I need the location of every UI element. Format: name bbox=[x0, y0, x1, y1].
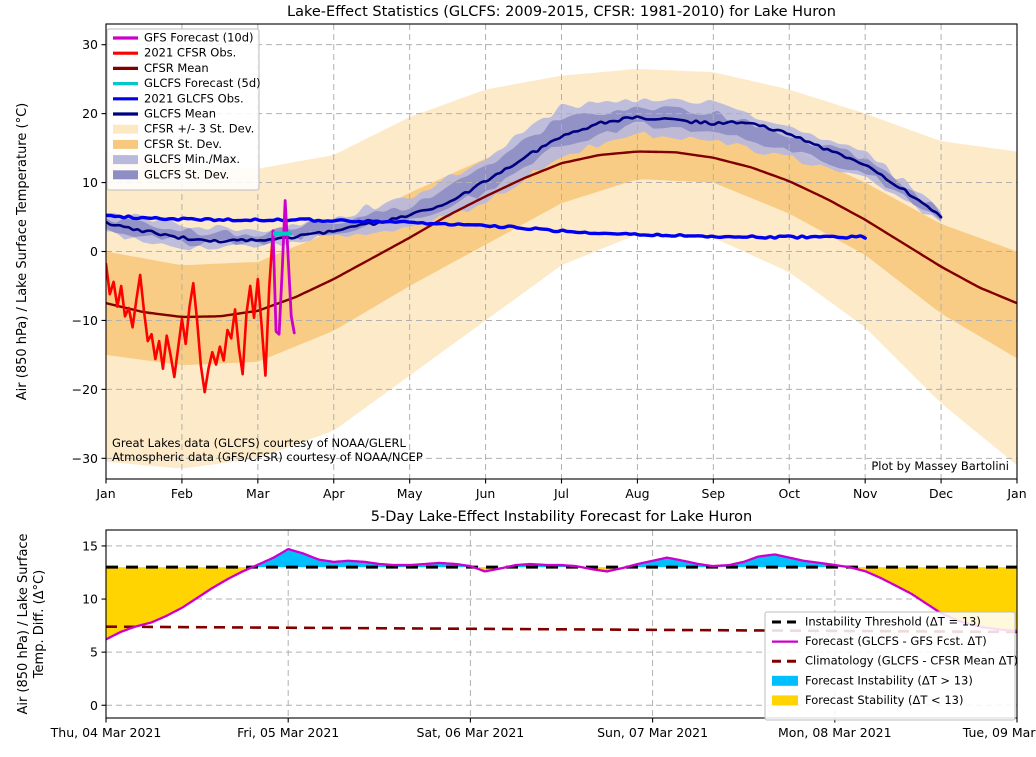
plot-credit: Plot by Massey Bartolini bbox=[871, 459, 1009, 473]
top-legend-item: 2021 GLCFS Obs. bbox=[113, 91, 244, 105]
bottom-chart: 5-Day Lake-Effect Instability Forecast f… bbox=[16, 509, 1036, 740]
legend-label: GLCFS Forecast (5d) bbox=[144, 76, 261, 90]
legend-swatch-patch bbox=[772, 675, 798, 686]
legend-label: CFSR +/- 3 St. Dev. bbox=[144, 122, 254, 136]
top-legend-item: GFS Forecast (10d) bbox=[113, 31, 254, 45]
top-chart: Lake-Effect Statistics (GLCFS: 2009-2015… bbox=[15, 4, 1027, 501]
bottom-chart-title: 5-Day Lake-Effect Instability Forecast f… bbox=[371, 509, 752, 525]
top-ytick-label: −30 bbox=[72, 451, 98, 466]
legend-label: Forecast Stability (ΔT < 13) bbox=[805, 693, 963, 707]
top-xtick-label: Jan bbox=[95, 486, 115, 501]
top-annotation-line: Great Lakes data (GLCFS) courtesy of NOA… bbox=[112, 436, 406, 450]
top-ytick-label: −10 bbox=[72, 313, 98, 328]
bottom-ytick-label: 5 bbox=[90, 645, 98, 660]
bottom-plot-area bbox=[106, 530, 1017, 718]
series-instability-forecast bbox=[106, 547, 1017, 641]
top-chart-title: Lake-Effect Statistics (GLCFS: 2009-2015… bbox=[287, 4, 836, 20]
bottom-ytick-label: 0 bbox=[90, 698, 98, 713]
fill-forecast-instability bbox=[254, 549, 474, 568]
legend-label: Forecast (GLCFS - GFS Fcst. ΔT) bbox=[805, 634, 987, 648]
bottom-legend-item: Instability Threshold (ΔT = 13) bbox=[772, 615, 981, 629]
bottom-ytick-label: 10 bbox=[82, 592, 98, 607]
band-glcfs-min-max bbox=[106, 98, 942, 251]
legend-swatch-patch bbox=[113, 124, 138, 134]
legend-swatch-patch bbox=[113, 139, 138, 149]
top-xtick-label: Apr bbox=[323, 486, 345, 501]
top-chart-legend: GFS Forecast (10d)2021 CFSR Obs.CFSR Mea… bbox=[106, 28, 261, 191]
legend-label: GLCFS Mean bbox=[144, 107, 216, 121]
top-xtick-label: Sep bbox=[702, 486, 726, 501]
top-xtick-label: Feb bbox=[171, 486, 193, 501]
top-xtick-label: Nov bbox=[853, 486, 878, 501]
top-ytick-label: 30 bbox=[82, 37, 98, 52]
top-xtick-label: Mar bbox=[246, 486, 270, 501]
legend-swatch-patch bbox=[113, 170, 138, 180]
top-legend-item: CFSR Mean bbox=[113, 61, 209, 75]
legend-label: CFSR St. Dev. bbox=[144, 137, 222, 151]
top-legend-item: CFSR +/- 3 St. Dev. bbox=[113, 122, 254, 136]
top-ytick-label: −20 bbox=[72, 382, 98, 397]
series-gfs-forecast-10d bbox=[271, 199, 296, 336]
top-ytick-label: 10 bbox=[82, 175, 98, 190]
legend-swatch-patch bbox=[113, 155, 138, 165]
top-legend-item: GLCFS Mean bbox=[113, 107, 216, 121]
top-xtick-label: May bbox=[397, 486, 423, 501]
bottom-legend-item: Forecast Instability (ΔT > 13) bbox=[772, 673, 973, 687]
bottom-axes-frame bbox=[105, 529, 1018, 719]
top-xtick-label: Aug bbox=[625, 486, 649, 501]
bottom-legend-box bbox=[764, 611, 1016, 721]
top-xtick-label: Dec bbox=[929, 486, 953, 501]
top-legend-item: GLCFS Min./Max. bbox=[113, 152, 240, 166]
top-ytick-label: 20 bbox=[82, 106, 98, 121]
legend-label: GFS Forecast (10d) bbox=[144, 31, 254, 45]
series-2021-cfsr-obs bbox=[106, 229, 275, 394]
top-xtick-label: Jul bbox=[553, 486, 569, 501]
legend-label: GLCFS Min./Max. bbox=[144, 152, 240, 166]
top-annotation-line: Atmospheric data (GFS/CFSR) courtesy of … bbox=[112, 450, 423, 464]
series-2021-glcfs-obs bbox=[106, 213, 867, 240]
bottom-xtick-label: Fri, 05 Mar 2021 bbox=[237, 725, 339, 740]
top-legend-box bbox=[106, 28, 260, 191]
band-glcfs-st-dev bbox=[106, 106, 942, 247]
top-legend-item: 2021 CFSR Obs. bbox=[113, 46, 236, 60]
top-legend-item: GLCFS Forecast (5d) bbox=[113, 76, 261, 90]
bottom-ylabel-line: Air (850 hPa) / Lake Surface bbox=[16, 533, 31, 714]
bottom-chart-legend: Instability Threshold (ΔT = 13) Forecast … bbox=[764, 611, 1018, 721]
top-xtick-label: Jan bbox=[1006, 486, 1026, 501]
top-plot-area bbox=[106, 24, 1017, 479]
legend-swatch-patch bbox=[772, 695, 798, 706]
top-xtick-label: Jun bbox=[475, 486, 496, 501]
bottom-xtick-label: Mon, 08 Mar 2021 bbox=[778, 725, 892, 740]
bottom-legend-item: Forecast (GLCFS - GFS Fcst. ΔT) bbox=[772, 634, 987, 648]
bottom-xtick-label: Tue, 09 Mar 2021 bbox=[962, 725, 1036, 740]
fill-forecast-instability bbox=[626, 554, 850, 568]
legend-label: CFSR Mean bbox=[144, 61, 209, 75]
bottom-ylabel-line: Temp. Diff. (Δ°C) bbox=[32, 570, 47, 679]
top-legend-item: GLCFS St. Dev. bbox=[113, 167, 229, 181]
legend-label: Forecast Instability (ΔT > 13) bbox=[805, 673, 973, 687]
top-legend-item: CFSR St. Dev. bbox=[113, 137, 222, 151]
top-ytick-label: 0 bbox=[90, 244, 98, 259]
bottom-xtick-label: Sun, 07 Mar 2021 bbox=[597, 725, 708, 740]
top-ylabel: Air (850 hPa) / Lake Surface Temperature… bbox=[15, 103, 30, 400]
bottom-ytick-label: 15 bbox=[82, 538, 98, 553]
bottom-legend-item: Climatology (GLCFS - CFSR Mean ΔT) bbox=[772, 654, 1018, 668]
legend-label: 2021 GLCFS Obs. bbox=[144, 91, 244, 105]
legend-label: Instability Threshold (ΔT = 13) bbox=[805, 615, 981, 629]
series-cfsr-mean bbox=[106, 150, 1017, 319]
bottom-legend-item: Forecast Stability (ΔT < 13) bbox=[772, 693, 963, 707]
legend-label: Climatology (GLCFS - CFSR Mean ΔT) bbox=[805, 654, 1018, 668]
top-xtick-label: Oct bbox=[778, 486, 800, 501]
bottom-xtick-label: Sat, 06 Mar 2021 bbox=[417, 725, 525, 740]
bottom-xtick-label: Thu, 04 Mar 2021 bbox=[50, 725, 162, 740]
legend-label: 2021 CFSR Obs. bbox=[144, 46, 236, 60]
bottom-ylabel: Air (850 hPa) / Lake Surface Temp. Diff. … bbox=[16, 533, 47, 714]
legend-label: GLCFS St. Dev. bbox=[144, 167, 229, 181]
series-glcfs-mean bbox=[106, 115, 943, 244]
